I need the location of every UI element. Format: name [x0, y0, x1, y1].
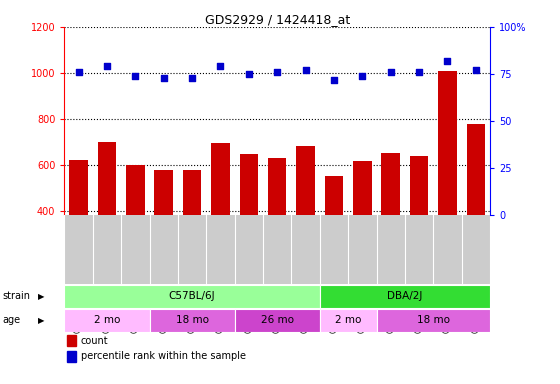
- Text: 2 mo: 2 mo: [94, 315, 120, 325]
- Point: [329, 76, 338, 83]
- Bar: [67, 335, 76, 346]
- Point: [358, 73, 367, 79]
- Point: [102, 63, 111, 70]
- Point: [443, 58, 452, 64]
- Text: percentile rank within the sample: percentile rank within the sample: [81, 351, 246, 361]
- Text: ▶: ▶: [38, 316, 45, 325]
- Text: 2 mo: 2 mo: [335, 315, 361, 325]
- Point: [244, 71, 253, 77]
- Bar: [211, 143, 230, 303]
- Bar: [353, 161, 371, 303]
- Text: 18 mo: 18 mo: [417, 315, 450, 325]
- Text: 18 mo: 18 mo: [176, 315, 208, 325]
- Text: DBA/2J: DBA/2J: [387, 291, 423, 301]
- Bar: [410, 156, 428, 303]
- Bar: [381, 153, 400, 303]
- Point: [414, 69, 423, 75]
- Point: [472, 67, 480, 73]
- Bar: [64, 309, 150, 332]
- Bar: [69, 160, 88, 303]
- Text: age: age: [3, 315, 21, 325]
- Bar: [376, 309, 490, 332]
- Bar: [325, 176, 343, 303]
- Text: strain: strain: [3, 291, 31, 301]
- Bar: [235, 309, 320, 332]
- Bar: [98, 142, 116, 303]
- Text: C57BL/6J: C57BL/6J: [169, 291, 216, 301]
- Point: [301, 67, 310, 73]
- Bar: [126, 165, 144, 303]
- Bar: [320, 285, 490, 308]
- Point: [159, 74, 168, 81]
- Bar: [296, 146, 315, 303]
- Point: [273, 69, 282, 75]
- Title: GDS2929 / 1424418_at: GDS2929 / 1424418_at: [204, 13, 350, 26]
- Bar: [150, 309, 235, 332]
- Bar: [320, 309, 376, 332]
- Text: 26 mo: 26 mo: [261, 315, 293, 325]
- Bar: [240, 154, 258, 303]
- Bar: [438, 71, 456, 303]
- Bar: [183, 170, 201, 303]
- Point: [216, 63, 225, 70]
- Text: count: count: [81, 336, 108, 346]
- Text: ▶: ▶: [38, 292, 45, 301]
- Point: [386, 69, 395, 75]
- Point: [188, 74, 197, 81]
- Point: [131, 73, 140, 79]
- Bar: [64, 285, 320, 308]
- Bar: [67, 351, 76, 361]
- Bar: [466, 124, 485, 303]
- Bar: [268, 158, 286, 303]
- Point: [74, 69, 83, 75]
- Bar: [155, 170, 173, 303]
